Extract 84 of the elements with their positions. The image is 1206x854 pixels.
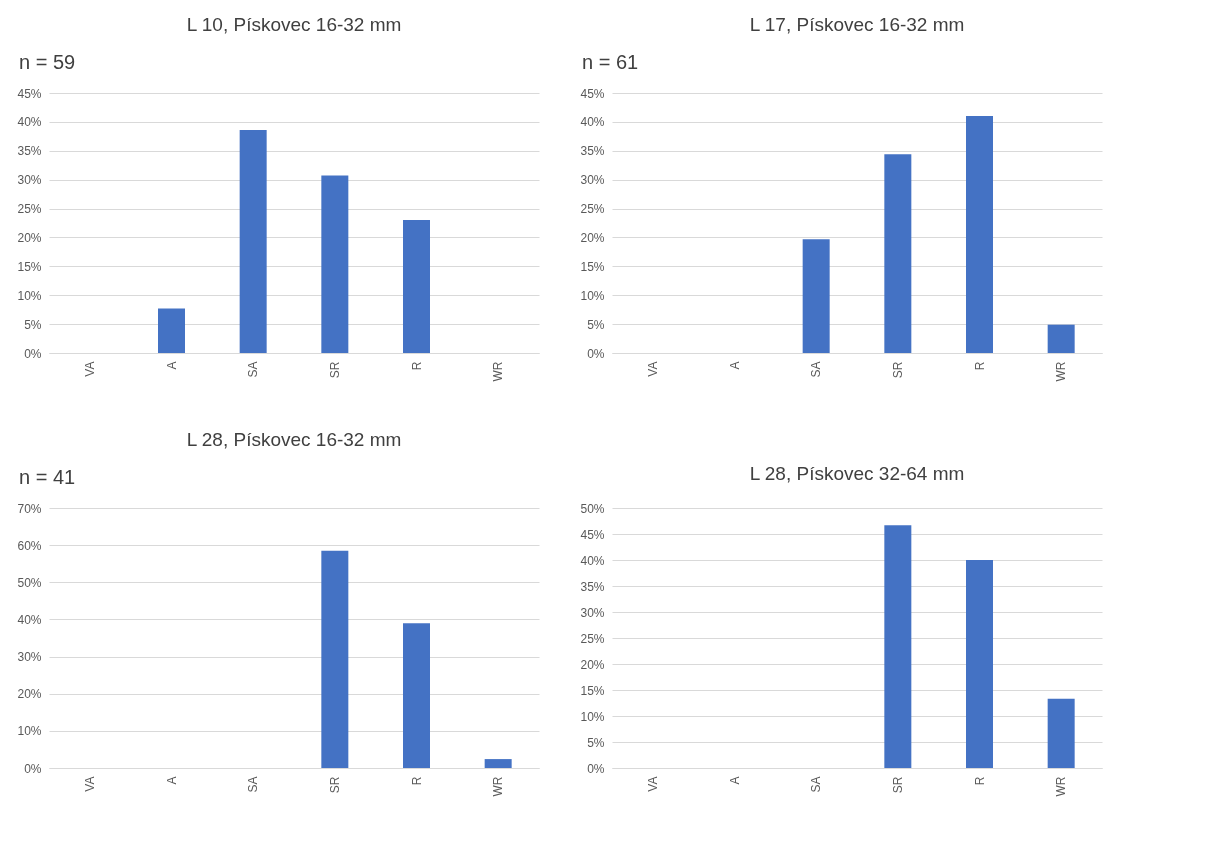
text: n = 59 [19,51,76,73]
y-tick-label: 70% [17,501,42,516]
x-tick-label: WR [1054,776,1069,797]
bar [158,308,185,353]
x-tick-label: SA [809,361,824,378]
x-tick-label: SR [327,361,342,379]
y-tick-label: 5% [24,317,42,332]
y-tick-label: 0% [587,761,605,776]
y-tick-label: 35% [580,144,605,159]
text: n = 41 [19,466,76,488]
x-tick-label: A [164,776,179,785]
bar [321,175,349,353]
chart-title: L 17, Pískovec 16-32 mm [749,14,965,35]
y-tick-label: 40% [580,553,605,568]
x-tick-label: VA [645,776,660,792]
y-tick-label: 30% [580,605,605,620]
y-tick-label: 30% [17,650,42,665]
chart-title: L 28, Pískovec 16-32 mm [186,429,402,450]
y-tick-label: 0% [24,346,42,361]
y-tick-label: 50% [580,501,605,516]
x-tick-label: R [972,361,987,371]
x-tick-label: A [727,361,742,370]
x-tick-label: SR [890,776,905,794]
y-tick-label: 40% [17,115,42,130]
bar [321,550,349,768]
y-tick-label: 10% [580,709,605,724]
y-tick-label: 20% [17,230,42,245]
y-tick-label: 10% [17,288,42,303]
bar [403,220,430,353]
y-tick-label: 15% [580,259,605,274]
bar [966,560,993,768]
y-tick-label: 15% [580,683,605,698]
y-tick-label: 35% [17,144,42,159]
chart-title: L 28, Pískovec 32-64 mm [749,463,965,484]
x-tick-label: R [409,776,424,786]
x-tick-label: SA [246,361,261,378]
y-tick-label: 40% [580,115,605,130]
bar [1047,324,1075,353]
x-tick-label: R [409,361,424,371]
y-tick-label: 5% [587,317,605,332]
y-tick-label: 45% [580,86,605,101]
y-tick-label: 15% [17,259,42,274]
bar [484,759,512,768]
y-tick-label: 45% [580,527,605,542]
x-tick-label: SR [890,361,905,379]
bar [884,525,912,768]
x-tick-label: SR [327,776,342,794]
x-tick-label: SA [246,776,261,793]
bar [884,154,912,353]
x-tick-label: VA [645,361,660,377]
y-tick-label: 40% [17,612,42,627]
text: n = 61 [582,51,639,73]
y-tick-label: 30% [17,173,42,188]
x-tick-label: WR [491,361,506,382]
y-tick-label: 10% [580,288,605,303]
y-tick-label: 0% [587,346,605,361]
y-tick-label: 20% [580,657,605,672]
chart-title: L 10, Pískovec 16-32 mm [186,14,402,35]
y-tick-label: 25% [17,202,42,217]
y-tick-label: 50% [17,575,42,590]
y-tick-label: 20% [580,230,605,245]
x-tick-label: A [727,776,742,785]
y-tick-label: 45% [17,86,42,101]
x-tick-label: SA [809,776,824,793]
y-tick-label: 10% [17,724,42,739]
x-tick-label: WR [491,776,506,797]
y-tick-label: 35% [580,579,605,594]
y-tick-label: 20% [17,687,42,702]
y-tick-label: 5% [587,735,605,750]
y-tick-label: 25% [580,202,605,217]
y-tick-label: 30% [580,173,605,188]
bar [966,116,993,353]
y-tick-label: 0% [24,761,42,776]
x-tick-label: A [164,361,179,370]
bar [802,239,830,353]
x-tick-label: WR [1054,361,1069,382]
x-tick-label: VA [82,361,97,377]
y-tick-label: 25% [580,631,605,646]
x-tick-label: R [972,776,987,786]
x-tick-label: VA [82,776,97,792]
bar [239,129,267,353]
bar [403,623,430,768]
bar [1047,698,1075,768]
y-tick-label: 60% [17,538,42,553]
